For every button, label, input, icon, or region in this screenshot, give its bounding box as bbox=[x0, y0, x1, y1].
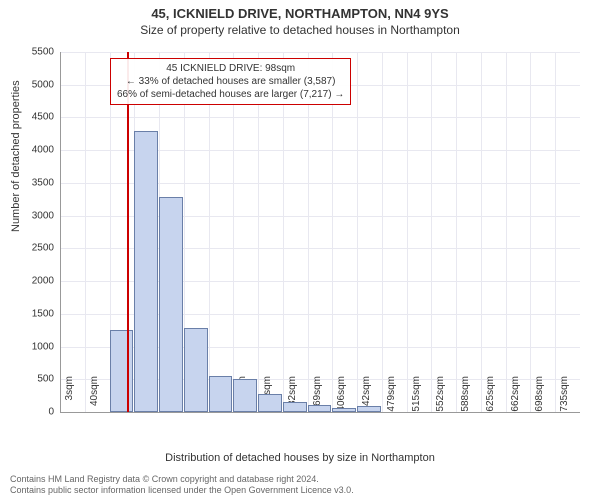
histogram-bar bbox=[283, 402, 307, 412]
gridline-v bbox=[258, 52, 259, 412]
footer-line-1: Contains HM Land Registry data © Crown c… bbox=[10, 474, 590, 485]
footer-attribution: Contains HM Land Registry data © Crown c… bbox=[10, 474, 590, 497]
property-marker-line bbox=[127, 52, 129, 412]
gridline-v bbox=[283, 52, 284, 412]
histogram-bar bbox=[159, 197, 183, 412]
annotation-line: ← 33% of detached houses are smaller (3,… bbox=[117, 75, 344, 88]
gridline-v bbox=[555, 52, 556, 412]
chart-title-main: 45, ICKNIELD DRIVE, NORTHAMPTON, NN4 9YS bbox=[0, 0, 600, 21]
y-axis-line bbox=[60, 52, 61, 412]
gridline-v bbox=[332, 52, 333, 412]
gridline-h bbox=[60, 117, 580, 118]
histogram-bar bbox=[233, 379, 257, 412]
gridline-v bbox=[357, 52, 358, 412]
x-axis-line bbox=[60, 412, 580, 413]
plot-area: 0500100015002000250030003500400045005000… bbox=[60, 52, 580, 412]
footer-line-2: Contains public sector information licen… bbox=[10, 485, 590, 496]
histogram-bar bbox=[110, 330, 134, 412]
y-tick-label: 2500 bbox=[14, 243, 54, 254]
y-tick-label: 5500 bbox=[14, 47, 54, 58]
y-axis-label: Number of detached properties bbox=[10, 80, 22, 232]
gridline-v bbox=[506, 52, 507, 412]
annotation-line: 45 ICKNIELD DRIVE: 98sqm bbox=[117, 62, 344, 75]
gridline-h bbox=[60, 52, 580, 53]
y-tick-label: 500 bbox=[14, 374, 54, 385]
histogram-bar bbox=[209, 376, 233, 412]
gridline-v bbox=[407, 52, 408, 412]
histogram-bar bbox=[308, 405, 332, 412]
y-tick-label: 1000 bbox=[14, 341, 54, 352]
gridline-v bbox=[431, 52, 432, 412]
annotation-line: 66% of semi-detached houses are larger (… bbox=[117, 88, 344, 101]
chart-title-sub: Size of property relative to detached ho… bbox=[0, 21, 600, 37]
y-tick-label: 0 bbox=[14, 407, 54, 418]
y-tick-label: 2000 bbox=[14, 276, 54, 287]
y-tick-label: 1500 bbox=[14, 308, 54, 319]
histogram-bar bbox=[258, 394, 282, 412]
annotation-box: 45 ICKNIELD DRIVE: 98sqm← 33% of detache… bbox=[110, 58, 351, 105]
gridline-v bbox=[209, 52, 210, 412]
chart-container: 45, ICKNIELD DRIVE, NORTHAMPTON, NN4 9YS… bbox=[0, 0, 600, 500]
gridline-v bbox=[308, 52, 309, 412]
gridline-v bbox=[456, 52, 457, 412]
gridline-v bbox=[85, 52, 86, 412]
histogram-bar bbox=[184, 328, 208, 412]
histogram-bar bbox=[134, 131, 158, 412]
gridline-v bbox=[382, 52, 383, 412]
gridline-v bbox=[233, 52, 234, 412]
gridline-v bbox=[481, 52, 482, 412]
x-axis-label: Distribution of detached houses by size … bbox=[0, 452, 600, 464]
gridline-v bbox=[530, 52, 531, 412]
